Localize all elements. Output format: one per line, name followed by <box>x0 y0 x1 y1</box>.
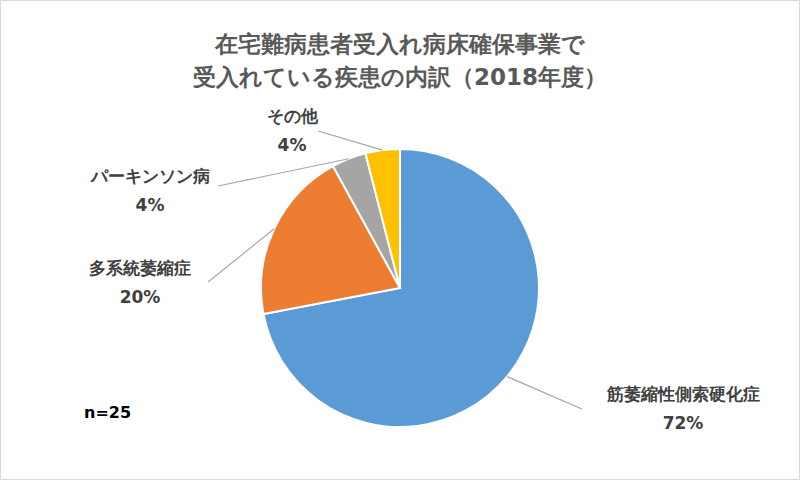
data-label: 72% <box>663 413 704 433</box>
leader-line <box>318 131 383 150</box>
chart-border <box>1 1 800 480</box>
leader-line <box>507 377 582 409</box>
annotation: n=25 <box>84 403 131 422</box>
category-label: 筋萎縮性側索硬化症 <box>606 384 760 404</box>
chart: 在宅難病患者受入れ病床確保事業で受入れている疾患の内訳（2018年度） 筋萎縮性側… <box>0 0 800 480</box>
leader-line <box>208 229 274 282</box>
data-label: 4% <box>278 135 307 155</box>
category-label: 多系統萎縮症 <box>89 258 191 278</box>
data-label: 4% <box>136 195 165 215</box>
title: 在宅難病患者受入れ病床確保事業で受入れている疾患の内訳（2018年度） <box>193 31 607 90</box>
category-label: パーキンソン病 <box>90 166 210 186</box>
category-label: その他 <box>267 106 319 126</box>
leader-line <box>218 159 349 186</box>
chart-container: 在宅難病患者受入れ病床確保事業で受入れている疾患の内訳（2018年度） 筋萎縮性側… <box>0 0 800 480</box>
slices <box>261 149 539 427</box>
pie-slice <box>365 149 400 288</box>
data-label: 20% <box>120 287 161 307</box>
labels: 筋萎縮性側索硬化症 72% 多系統萎縮症 20% パーキンソン病 4% その他 4% <box>89 106 760 433</box>
